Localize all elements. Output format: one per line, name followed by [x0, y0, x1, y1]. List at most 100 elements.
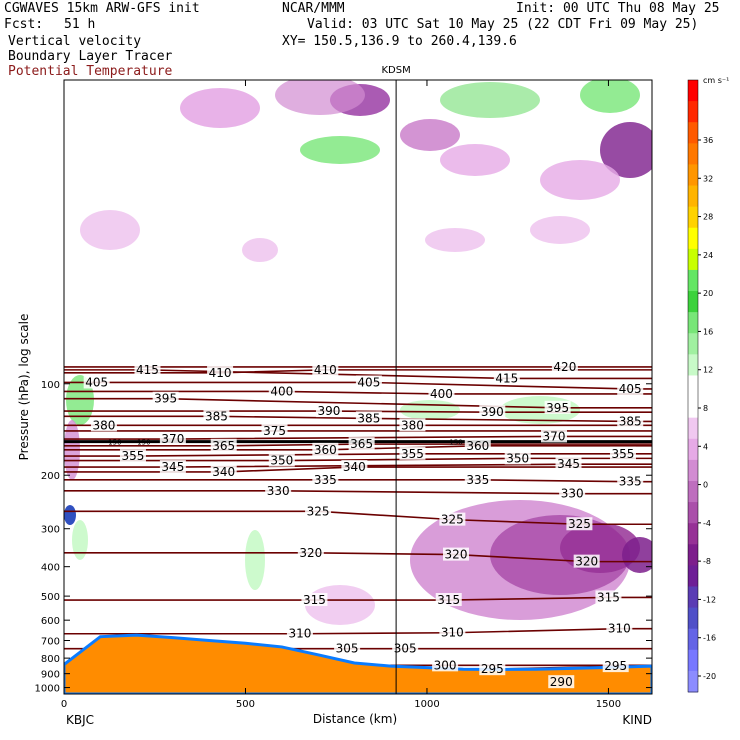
- colorbar-swatch: [688, 185, 698, 208]
- contour-label: 385: [619, 414, 642, 428]
- theta-contour: [64, 627, 652, 635]
- contour-label-bg: [573, 554, 600, 568]
- contour-label: 340: [343, 460, 366, 474]
- contour-label-bg: [504, 451, 531, 465]
- contour-label: 305: [336, 642, 359, 656]
- colorbar: 36 32 28 24 20 16 12 8 4 0 -4 -8 -12 -16 -20: [687, 79, 716, 693]
- contour-label-bg: [261, 423, 288, 437]
- y-tick-label: 900: [41, 670, 60, 681]
- theta-contour: [64, 390, 652, 395]
- contour-label: 415: [495, 371, 518, 385]
- contour-label: 375: [263, 424, 286, 438]
- y-axis: 100 200 300 400 500 600 700 800 900 1000: [35, 380, 652, 695]
- contour-label-bg: [399, 446, 426, 460]
- colorbar-swatch: [688, 375, 698, 398]
- contour-label-bg: [210, 464, 237, 478]
- colorbar-label: 24: [703, 251, 713, 260]
- colorbar-swatch: [688, 544, 698, 566]
- field-potential-temperature: Potential Temperature: [8, 64, 173, 79]
- contour-label: 315: [437, 593, 460, 607]
- cross-section-endpoints: XY= 150.5,136.9 to 260.4,139.6: [282, 34, 517, 49]
- colorbar-swatch: [688, 80, 698, 102]
- contour-label: 350: [506, 451, 529, 465]
- y-tick-label: 800: [41, 654, 60, 665]
- contour-label-bg: [617, 414, 644, 428]
- theta-contour: [64, 397, 652, 409]
- contour-label: 365: [212, 439, 235, 453]
- contour-label: 380: [92, 418, 115, 432]
- contour-label: 385: [357, 411, 380, 425]
- contour-label-bg: [617, 474, 644, 488]
- contour-label-bg: [210, 438, 237, 452]
- colorbar-swatch: [688, 480, 698, 503]
- theta-contour: [64, 466, 652, 473]
- y-tick-label: 700: [41, 637, 60, 648]
- contour-label: 335: [619, 475, 642, 489]
- contour-label-bg: [355, 375, 382, 389]
- colorbar-swatch: [688, 291, 698, 313]
- theta-contour: [64, 489, 652, 495]
- contour-label-bg: [443, 547, 469, 561]
- contour-label: 345: [161, 460, 184, 474]
- station-marker-label: KDSM: [381, 65, 410, 76]
- contour-label: 315: [597, 590, 620, 604]
- y-tick-label: 500: [41, 592, 60, 603]
- contour-label-bg: [341, 460, 368, 474]
- x-axis-title: Distance (km): [313, 712, 397, 726]
- contour-label: 355: [612, 447, 635, 461]
- contour-label: 395: [546, 401, 569, 415]
- contour-label-bg: [435, 593, 462, 607]
- contour-label-bg: [559, 486, 586, 500]
- contour-label: 360: [314, 443, 337, 457]
- colorbar-swatch: [688, 628, 698, 651]
- contour-label-bg: [479, 405, 506, 419]
- contour-label: 410: [209, 366, 232, 380]
- contour-label-bg: [134, 362, 161, 376]
- contour-label-bg: [297, 545, 324, 559]
- colorbar-label: -20: [703, 672, 716, 681]
- contour-label-bg: [152, 391, 179, 405]
- contour-label: 400: [270, 384, 293, 398]
- contour-label-bg: [312, 362, 339, 376]
- contour-label: 380: [401, 418, 424, 432]
- contour-label: 320: [575, 555, 598, 569]
- x-tick-label: 1000: [414, 699, 439, 710]
- contour-label: 305: [394, 642, 417, 656]
- forecast-label: Fcst:: [4, 17, 44, 32]
- field-vertical-velocity: Vertical velocity: [8, 34, 142, 49]
- contour-label: 350: [270, 454, 293, 468]
- contour-label-bg: [305, 504, 332, 518]
- y-tick-label: 300: [41, 525, 60, 536]
- contour-label-bg: [268, 384, 295, 398]
- theta-contour: [64, 443, 652, 447]
- colorbar-label: 12: [703, 366, 713, 375]
- contour-label-bg: [544, 400, 571, 414]
- contour-label-bg: [392, 641, 419, 655]
- contour-label: 330: [561, 487, 584, 501]
- theta-contour: [64, 478, 652, 483]
- colorbar-swatch: [688, 143, 698, 165]
- contour-label-bg: [312, 472, 339, 486]
- colorbar-label: 28: [703, 213, 713, 222]
- colorbar-label: 0: [703, 481, 708, 490]
- x-tick-label: 1500: [596, 699, 621, 710]
- contour-label: 370: [161, 432, 184, 446]
- x-tick-label: 0: [61, 699, 67, 710]
- colorbar-swatch: [688, 354, 698, 376]
- contour-label-bg: [566, 517, 593, 531]
- contour-label-bg: [399, 418, 426, 432]
- terrain-surface: [64, 633, 652, 694]
- center-label: NCAR/MMM: [282, 1, 345, 16]
- contour-label-bg: [207, 365, 234, 379]
- contour-label: 335: [466, 473, 489, 487]
- contour-label-bg: [355, 411, 382, 425]
- colorbar-label: 36: [703, 136, 713, 145]
- contour-label: 335: [314, 473, 337, 487]
- y-tick-label: 400: [41, 563, 60, 574]
- contour-label: 345: [557, 457, 580, 471]
- contour-label: 320: [299, 546, 322, 560]
- colorbar-swatch: [688, 670, 698, 693]
- colorbar-swatch: [688, 502, 698, 524]
- contour-label: 385: [205, 409, 228, 423]
- colorbar-label: 20: [703, 289, 713, 298]
